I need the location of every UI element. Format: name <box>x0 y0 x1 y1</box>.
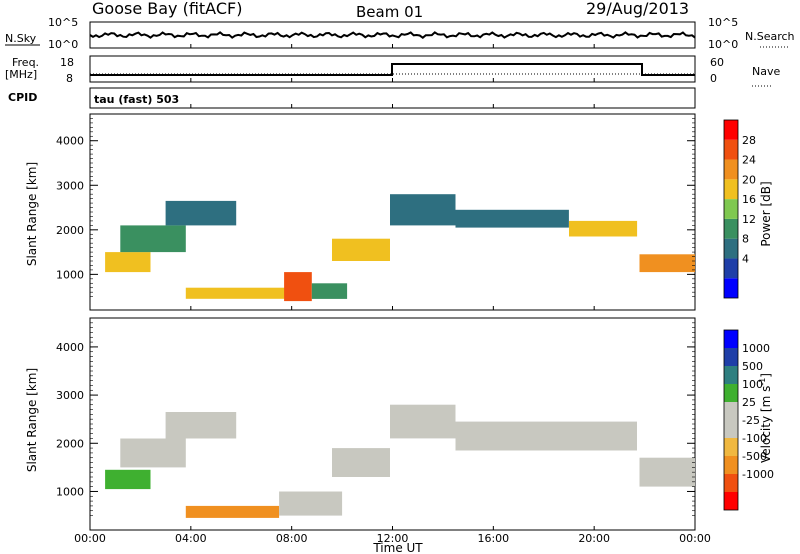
colorbar-tick-label: 12 <box>742 213 756 226</box>
nsky-tick-bottom: 10^0 <box>48 38 78 51</box>
nave-tick-top: 60 <box>710 56 724 69</box>
y-tick-label: 3000 <box>56 179 84 192</box>
colorbar-tick-label: -100 <box>742 432 767 445</box>
x-tick-label: 00:00 <box>679 532 711 545</box>
nsky-trace <box>89 31 696 39</box>
colorbar-swatch <box>724 366 738 384</box>
x-tick-label: 12:00 <box>377 532 409 545</box>
power-panel: 1000 2000 3000 4000 Slant Range [km] <box>25 113 696 311</box>
colorbar-tick-label: -1000 <box>742 468 774 481</box>
colorbar-swatch <box>724 258 738 279</box>
echo-patch <box>165 412 237 439</box>
colorbar-tick-label: 8 <box>742 233 749 246</box>
colorbar-swatch <box>724 218 738 239</box>
freq-tick-top: 18 <box>60 56 74 69</box>
freq-tick-bottom: 8 <box>66 72 73 85</box>
nsky-tick-top: 10^5 <box>48 16 78 29</box>
echo-patch <box>311 283 348 299</box>
colorbar-swatch <box>724 420 738 438</box>
colorbar-tick-label: 500 <box>742 360 763 373</box>
nsearch-tick-top: 10^5 <box>708 16 738 29</box>
nsearch-label: N.Search <box>745 30 795 43</box>
echo-patch <box>284 272 312 302</box>
freq-unit: [MHz] <box>5 68 37 81</box>
echo-patch <box>120 438 186 468</box>
colorbar-swatch <box>724 456 738 474</box>
colorbar-swatch <box>724 120 738 140</box>
power-colorbar-label: Power [dB] <box>759 181 773 246</box>
echo-patch <box>390 404 456 439</box>
colorbar-swatch <box>724 238 738 259</box>
x-tick-label: 04:00 <box>175 532 207 545</box>
colorbar-swatch <box>724 402 738 420</box>
y-tick-label: 4000 <box>56 341 84 354</box>
colorbar-tick-label: 20 <box>742 173 756 186</box>
echo-patch <box>332 448 390 477</box>
echo-patch <box>455 209 569 228</box>
beam-title: Beam 01 <box>356 3 423 21</box>
velocity-ylabel: Slant Range [km] <box>25 368 39 472</box>
echo-patch <box>639 457 695 487</box>
nsky-label: N.Sky <box>5 32 37 45</box>
colorbar-tick-label: 4 <box>742 252 749 265</box>
colorbar-tick-label: 1000 <box>742 342 770 355</box>
colorbar-swatch <box>724 199 738 219</box>
echo-patch <box>390 194 456 226</box>
y-tick-label: 1000 <box>56 268 84 281</box>
velocity-colorbar-label: Velocity [m s-1] <box>758 373 773 463</box>
y-tick-label: 2000 <box>56 437 84 450</box>
echo-patch <box>105 469 151 490</box>
echo-patch <box>455 421 637 451</box>
echo-patch <box>120 225 186 253</box>
colorbar-frame <box>723 119 739 299</box>
echo-patch <box>185 287 300 299</box>
nave-label: Nave <box>752 65 780 78</box>
colorbar-frame <box>723 329 739 511</box>
colorbar-tick-label: 16 <box>742 193 756 206</box>
echo-patch <box>165 200 237 226</box>
colorbar-tick-label: 28 <box>742 134 756 147</box>
echo-patch <box>279 491 343 516</box>
colorbar-swatch <box>724 278 738 298</box>
echo-patch <box>639 254 695 273</box>
colorbar-swatch <box>724 139 738 160</box>
echo-patch <box>105 252 151 273</box>
x-tick-label: 00:00 <box>74 532 106 545</box>
x-tick-label: 16:00 <box>477 532 509 545</box>
colorbar-tick-label: 25 <box>742 396 756 409</box>
nave-tick-bottom: 0 <box>710 72 717 85</box>
colorbar-swatch <box>724 438 738 456</box>
station-title: Goose Bay (fitACF) <box>92 0 242 18</box>
freq-trace <box>90 63 695 76</box>
y-tick-label: 1000 <box>56 485 84 498</box>
date-title: 29/Aug/2013 <box>586 0 689 18</box>
colorbar-swatch <box>724 330 738 348</box>
velocity-panel: 1000 2000 3000 4000 Slant Range [km] <box>25 317 696 531</box>
freq-label: Freq. <box>12 56 39 69</box>
colorbar-swatch <box>724 159 738 180</box>
colorbar-tick-label: 24 <box>742 154 756 167</box>
colorbar-tick-label: -500 <box>742 450 767 463</box>
colorbar-swatch <box>724 492 738 510</box>
cpid-label: CPID <box>8 91 37 104</box>
nsearch-tick-bottom: 10^0 <box>708 38 738 51</box>
colorbar-tick-label: -25 <box>742 414 760 427</box>
colorbar-swatch <box>724 348 738 366</box>
colorbar-tick-label: 100 <box>742 378 763 391</box>
power-ylabel: Slant Range [km] <box>25 162 39 266</box>
echo-patch <box>332 238 390 261</box>
x-tick-label: 08:00 <box>276 532 308 545</box>
y-tick-label: 4000 <box>56 135 84 148</box>
x-tick-label: 20:00 <box>578 532 610 545</box>
echo-patch <box>569 220 638 237</box>
y-tick-label: 2000 <box>56 224 84 237</box>
echo-patch <box>185 505 280 518</box>
y-tick-label: 3000 <box>56 389 84 402</box>
colorbar-swatch <box>724 179 738 200</box>
x-axis-label: Time UT <box>372 541 423 554</box>
cpid-value: tau (fast) 503 <box>94 93 179 106</box>
colorbar-swatch <box>724 384 738 402</box>
colorbar-swatch <box>724 474 738 492</box>
